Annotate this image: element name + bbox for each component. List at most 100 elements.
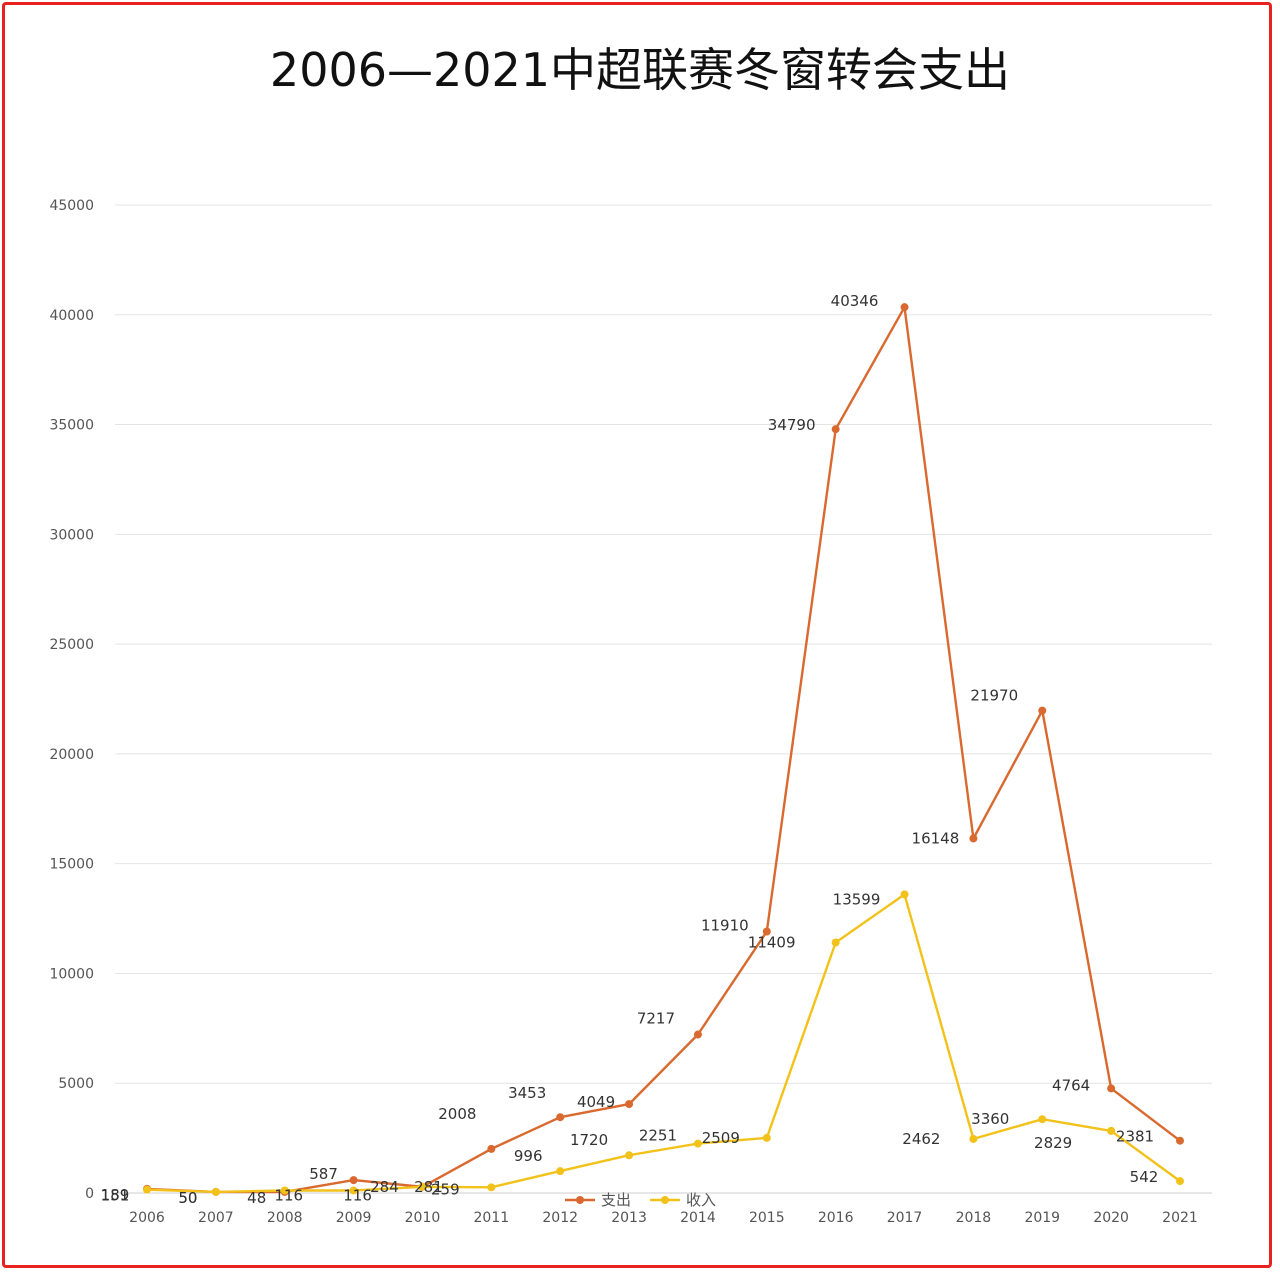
data-point xyxy=(1176,1177,1184,1186)
data-point xyxy=(831,938,840,947)
data-point xyxy=(349,1186,358,1195)
data-label: 21970 xyxy=(970,687,1018,705)
data-label: 16148 xyxy=(912,829,960,847)
data-point xyxy=(349,1176,358,1185)
x-tick-label: 2014 xyxy=(680,1210,716,1226)
y-tick-label: 45000 xyxy=(49,198,94,214)
chart-title: 2006—2021中超联赛冬窗转会支出 xyxy=(269,43,1011,97)
data-label: 587 xyxy=(309,1165,338,1183)
series-line-1 xyxy=(146,306,1181,1194)
data-label: 3360 xyxy=(971,1110,1009,1128)
data-point xyxy=(900,303,909,312)
data-label: 1720 xyxy=(570,1131,608,1149)
x-tick-label: 2006 xyxy=(129,1210,165,1226)
x-tick-label: 2011 xyxy=(474,1210,510,1226)
data-point xyxy=(1176,1136,1184,1145)
data-point xyxy=(969,834,978,843)
x-tick-label: 2009 xyxy=(336,1210,372,1226)
data-point xyxy=(762,927,771,936)
x-axis-ticks: 2006 2007 2008 2009 2010 2011 2012 2013 2014 2015… xyxy=(129,1210,1198,1226)
y-tick-label: 0 xyxy=(85,1186,94,1202)
x-tick-label: 2020 xyxy=(1093,1210,1129,1226)
y-axis-ticks: 0 5000 10000 15000 20000 25000 30000 35000 40000… xyxy=(49,198,94,1202)
data-point xyxy=(1038,1115,1047,1124)
data-label: 2251 xyxy=(639,1127,677,1145)
y-tick-label: 35000 xyxy=(49,418,94,434)
data-label: 11409 xyxy=(748,934,796,952)
x-tick-label: 2018 xyxy=(956,1210,992,1226)
data-label: 4764 xyxy=(1052,1076,1090,1094)
data-label: 116 xyxy=(274,1186,303,1204)
data-point xyxy=(556,1167,565,1176)
data-label: 34790 xyxy=(768,416,816,434)
legend-label: 收入 xyxy=(686,1191,716,1209)
data-label: 542 xyxy=(1130,1168,1159,1186)
y-tick-label: 40000 xyxy=(49,308,94,324)
data-point xyxy=(900,890,909,899)
x-tick-label: 2007 xyxy=(198,1210,234,1226)
data-point xyxy=(693,1030,702,1039)
data-label: 7217 xyxy=(637,1010,675,1028)
data-label: 13599 xyxy=(833,890,881,908)
data-point xyxy=(625,1151,634,1160)
data-label: 284 xyxy=(370,1178,399,1196)
data-point xyxy=(143,1185,151,1194)
legend: 支出 收入 xyxy=(565,1191,716,1209)
x-tick-label: 2010 xyxy=(405,1210,441,1226)
data-label: 2462 xyxy=(902,1130,940,1148)
data-label: 2008 xyxy=(438,1105,476,1123)
data-label: 259 xyxy=(431,1180,460,1198)
x-tick-label: 2013 xyxy=(611,1210,647,1226)
x-tick-label: 2015 xyxy=(749,1210,785,1226)
data-label: 2829 xyxy=(1034,1134,1072,1152)
x-tick-label: 2016 xyxy=(818,1210,854,1226)
data-label: 48 xyxy=(247,1189,266,1207)
data-label: 2381 xyxy=(1116,1128,1154,1146)
data-label: 996 xyxy=(514,1147,543,1165)
data-point xyxy=(211,1187,220,1196)
data-labels: 189 50 48 587 284 2008 3453 4049 7217 11910 34790 4… xyxy=(101,292,1159,1207)
data-label: 116 xyxy=(343,1186,372,1204)
legend-swatch-marker xyxy=(661,1196,669,1204)
data-point xyxy=(556,1113,565,1122)
data-point xyxy=(969,1134,978,1143)
data-point xyxy=(1038,706,1047,715)
data-point xyxy=(1107,1126,1116,1135)
y-tick-label: 15000 xyxy=(49,857,94,873)
data-label: 2509 xyxy=(702,1129,740,1147)
x-tick-label: 2008 xyxy=(267,1210,303,1226)
data-label: 4049 xyxy=(577,1093,615,1111)
series-lines xyxy=(143,303,1184,1196)
y-tick-label: 30000 xyxy=(49,527,94,543)
legend-swatch-marker xyxy=(576,1196,584,1204)
series-line-2 xyxy=(146,893,1181,1194)
y-tick-label: 5000 xyxy=(58,1076,94,1092)
data-point xyxy=(831,425,840,434)
x-tick-label: 2021 xyxy=(1162,1210,1198,1226)
data-point xyxy=(1107,1084,1116,1093)
y-tick-label: 25000 xyxy=(49,637,94,653)
data-point xyxy=(418,1182,427,1191)
data-label: 3453 xyxy=(508,1084,546,1102)
data-point xyxy=(280,1186,289,1195)
data-label: 11910 xyxy=(701,917,749,935)
data-label: 151 xyxy=(101,1187,130,1205)
gridlines xyxy=(115,204,1212,1194)
data-label: 50 xyxy=(178,1189,197,1207)
y-tick-label: 20000 xyxy=(49,747,94,763)
data-point xyxy=(693,1139,702,1148)
data-label: 40346 xyxy=(831,292,879,310)
x-tick-label: 2017 xyxy=(887,1210,923,1226)
x-tick-label: 2019 xyxy=(1024,1210,1060,1226)
data-point xyxy=(625,1100,634,1109)
y-tick-label: 10000 xyxy=(49,966,94,982)
data-point xyxy=(762,1133,771,1142)
data-label: 281 xyxy=(414,1178,443,1196)
legend-label: 支出 xyxy=(601,1191,631,1209)
x-tick-label: 2012 xyxy=(542,1210,578,1226)
data-point xyxy=(487,1183,496,1192)
data-point xyxy=(487,1144,496,1153)
data-label: 189 xyxy=(101,1186,130,1204)
